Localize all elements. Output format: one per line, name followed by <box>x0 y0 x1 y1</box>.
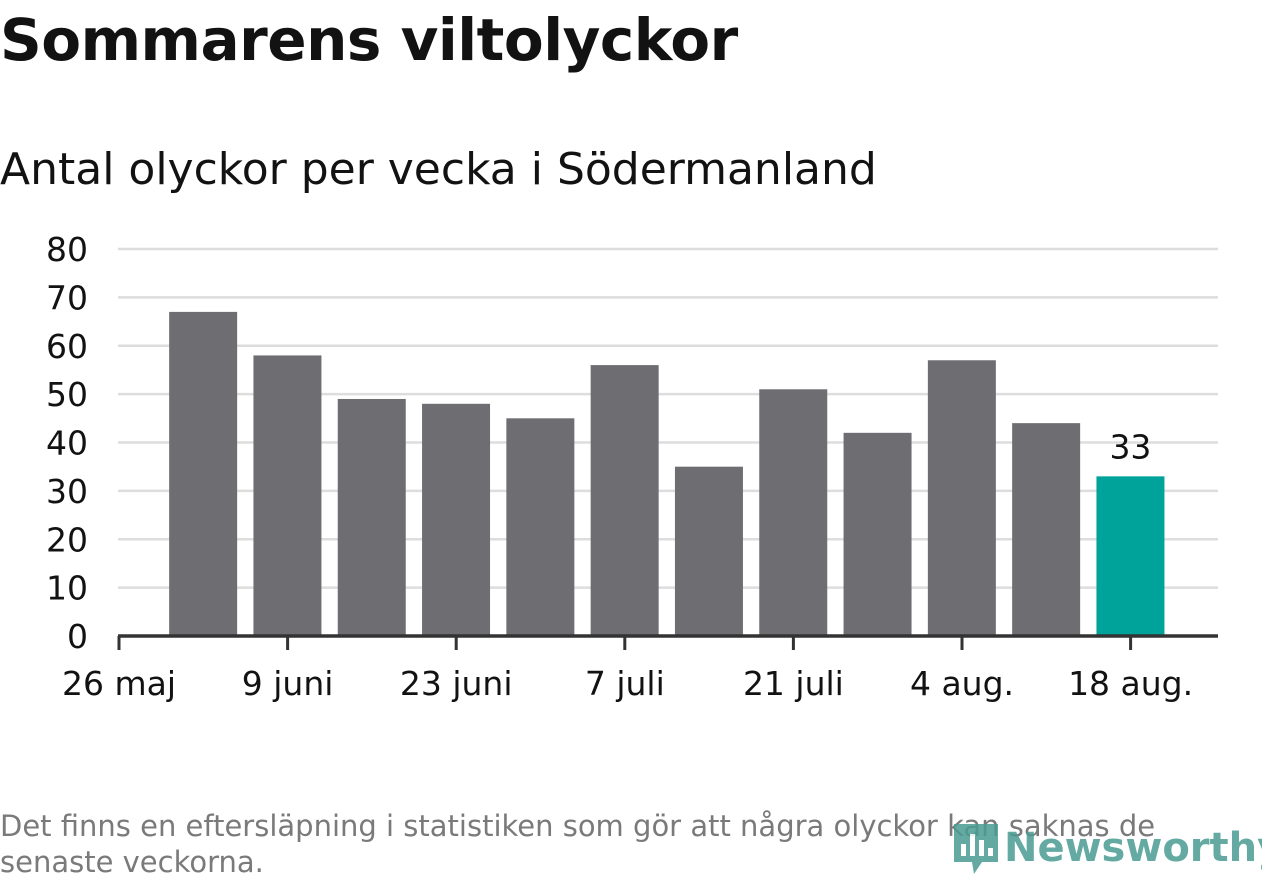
bar <box>1012 423 1081 636</box>
bar <box>759 389 828 636</box>
x-tick-label: 23 juni <box>400 664 513 703</box>
bar <box>169 311 238 636</box>
y-tick-label: 50 <box>46 375 88 414</box>
x-axis: 26 maj 9 juni 23 juni 7 juli 21 juli 4 aug. 18… <box>62 634 1218 703</box>
bar <box>927 360 996 636</box>
bar-chart: 0 10 20 30 40 50 60 70 80 26 maj 9 juni 23 juni 7 j… <box>46 230 1218 703</box>
y-tick-label: 0 <box>67 617 88 656</box>
bar <box>337 398 406 636</box>
y-tick-label: 80 <box>46 230 88 269</box>
data-label: 33 <box>1109 427 1151 466</box>
newsworthy-logo: Newsworthy <box>952 820 1262 876</box>
bar <box>590 365 659 636</box>
chart-subtitle: Antal olyckor per vecka i Södermanland <box>0 144 877 195</box>
newsworthy-logo-icon <box>954 824 998 874</box>
x-tick-label: 21 juli <box>743 664 844 703</box>
bar <box>253 355 322 636</box>
x-tick-label: 26 maj <box>62 664 176 703</box>
y-tick-label: 70 <box>46 278 88 317</box>
bar-highlight <box>1096 476 1165 636</box>
y-tick-label: 60 <box>46 327 88 366</box>
y-tick-label: 20 <box>46 520 88 559</box>
bar <box>422 403 491 636</box>
y-tick-label: 10 <box>46 569 88 608</box>
bars <box>169 311 1165 636</box>
x-tick-label: 18 aug. <box>1068 664 1193 703</box>
y-tick-label: 30 <box>46 472 88 511</box>
newsworthy-logo-text: Newsworthy <box>1004 825 1262 871</box>
bar <box>843 432 912 636</box>
chart-title: Sommarens viltolyckor <box>0 6 738 74</box>
x-tick-label: 7 juli <box>585 664 665 703</box>
x-tick-label: 9 juni <box>242 664 334 703</box>
y-axis-ticks: 0 10 20 30 40 50 60 70 80 <box>46 230 88 656</box>
y-tick-label: 40 <box>46 424 88 463</box>
bar <box>674 466 743 636</box>
bar <box>506 418 575 636</box>
x-tick-label: 4 aug. <box>910 664 1014 703</box>
data-labels: 33 <box>1109 427 1151 466</box>
